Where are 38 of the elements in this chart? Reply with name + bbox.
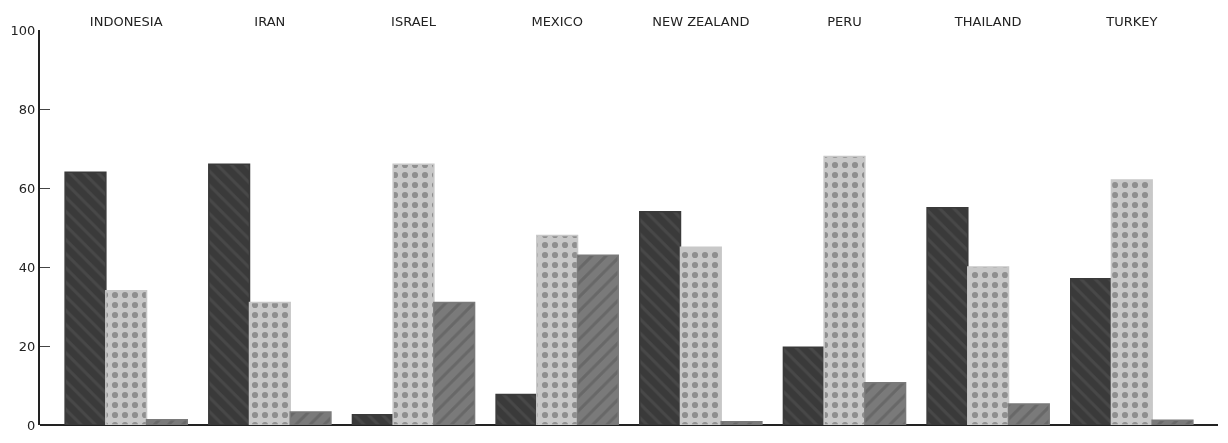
y-tick-label: 0 xyxy=(27,417,36,433)
x-tick-label: NEW ZEALAND xyxy=(652,14,750,30)
y-tick-label: 20 xyxy=(18,338,36,354)
x-tick-label: ISRAEL xyxy=(391,14,437,30)
bar xyxy=(64,171,107,425)
bar xyxy=(536,234,579,425)
y-tick-label: 60 xyxy=(18,180,36,196)
bar xyxy=(1007,403,1050,425)
bar xyxy=(864,381,907,425)
bar xyxy=(639,210,682,425)
x-tick-label: MEXICO xyxy=(531,14,583,30)
x-tick-label: PERU xyxy=(827,14,862,30)
bar xyxy=(433,301,476,425)
bar xyxy=(392,163,435,425)
bar xyxy=(720,421,763,425)
x-tick-label: IRAN xyxy=(254,14,286,30)
bar xyxy=(926,207,969,425)
y-tick-label: 100 xyxy=(10,22,36,38)
bar xyxy=(1070,278,1113,425)
bar xyxy=(208,163,251,425)
bar xyxy=(823,155,866,425)
bar xyxy=(1151,419,1194,425)
bar xyxy=(495,393,538,425)
x-tick-label: TURKEY xyxy=(1105,14,1158,30)
bar xyxy=(105,289,148,425)
bar xyxy=(1110,179,1153,425)
bar xyxy=(782,346,825,425)
bar xyxy=(248,301,291,425)
bar xyxy=(967,266,1010,425)
bar xyxy=(289,411,332,425)
bar xyxy=(576,254,619,425)
x-tick-label: THAILAND xyxy=(953,14,1022,30)
x-tick-label: INDONESIA xyxy=(89,14,163,30)
y-tick-label: 40 xyxy=(18,259,36,275)
bar xyxy=(145,419,188,425)
bar xyxy=(351,413,394,425)
bar xyxy=(679,246,722,425)
y-tick-label: 80 xyxy=(18,101,36,117)
